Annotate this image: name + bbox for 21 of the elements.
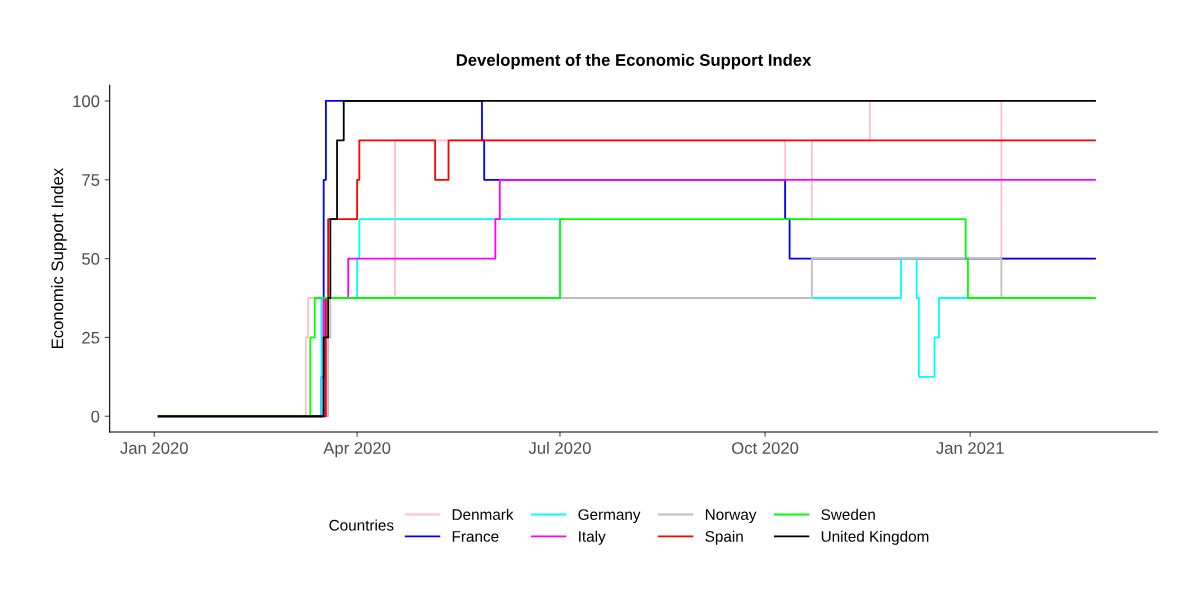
legend-label: Norway: [705, 509, 757, 523]
legend-label: Spain: [705, 530, 743, 545]
legend-label: Italy: [579, 530, 606, 545]
legend-label: Germany: [578, 509, 641, 523]
y-tick-label: 25: [82, 331, 100, 344]
x-tick-label: Jul 2020: [528, 441, 591, 454]
y-axis-title: Economic Support Index: [51, 167, 67, 349]
x-tick-label: Apr 2020: [323, 442, 391, 458]
legend-title: Countries: [329, 519, 394, 531]
x-tick-label: Jan 2020: [120, 442, 188, 454]
y-tick-label: 100: [73, 95, 100, 108]
legend-label: Denmark: [452, 508, 514, 520]
x-tick-label: Jan 2021: [936, 442, 1004, 454]
y-tick-label: 50: [82, 253, 100, 265]
legend-label: France: [452, 531, 499, 542]
legend-label: United Kingdom: [821, 530, 929, 545]
legend-label: Sweden: [821, 508, 875, 520]
y-tick-label: 0: [91, 410, 100, 423]
x-tick-label: Oct 2020: [732, 442, 799, 454]
chart-title: Development of the Economic Support Index: [456, 53, 812, 70]
y-tick-label: 75: [82, 174, 100, 186]
